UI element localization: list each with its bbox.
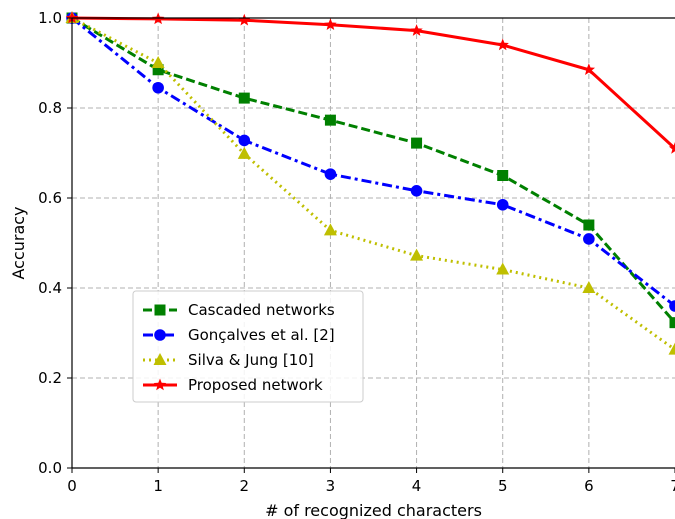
data-point — [496, 198, 509, 211]
data-point — [668, 342, 675, 355]
x-tick-label: 2 — [240, 477, 250, 495]
legend-marker — [153, 353, 167, 365]
x-axis-title: # of recognized characters — [265, 501, 482, 519]
series-4 — [65, 11, 675, 154]
data-point — [237, 146, 251, 159]
axes-layer: 0 1 2 3 4 5 6 7 0.0 0.2 0.4 0.6 0.8 1.0 — [38, 9, 675, 495]
y-tick-label: 0.6 — [38, 189, 62, 207]
y-axis-title: Accuracy — [9, 206, 28, 279]
legend-marker — [154, 304, 166, 316]
data-point — [669, 317, 675, 329]
y-tick-label: 0.2 — [38, 369, 62, 387]
legend-label: Proposed network — [188, 376, 323, 394]
data-point — [324, 18, 337, 31]
data-point — [411, 137, 423, 149]
x-tick-label: 5 — [498, 477, 508, 495]
data-point — [238, 13, 251, 26]
data-point — [497, 170, 509, 181]
data-point — [583, 233, 595, 245]
data-point — [323, 223, 337, 236]
x-tick-label: 4 — [412, 477, 422, 495]
legend-label: Silva & Jung [10] — [188, 351, 314, 369]
data-point — [582, 63, 596, 76]
series-3 — [65, 11, 675, 355]
data-point — [152, 64, 164, 76]
data-point — [410, 185, 423, 197]
data-point — [324, 168, 337, 180]
series-line — [71, 16, 675, 324]
series-line — [71, 16, 675, 150]
data-point — [151, 56, 165, 68]
y-tick-label: 0.0 — [38, 459, 62, 477]
x-tick-label: 3 — [326, 477, 336, 495]
data-point — [583, 219, 595, 231]
data-point — [65, 11, 79, 24]
data-point — [496, 38, 509, 51]
data-point — [496, 262, 510, 275]
data-point — [668, 142, 675, 154]
x-tick-label: 6 — [584, 477, 594, 495]
data-point — [238, 92, 250, 104]
y-tick-label: 1.0 — [38, 9, 62, 27]
data-point — [324, 114, 336, 126]
series-line — [71, 16, 675, 308]
data-point — [238, 134, 251, 147]
data-point — [410, 24, 423, 36]
x-tick-label: 7 — [670, 477, 675, 495]
y-tick-label: 0.4 — [38, 279, 62, 297]
legend-marker — [153, 378, 167, 391]
legend: Cascaded networks Gonçalves et al. [2] Sil… — [132, 290, 364, 403]
y-tick-label: 0.8 — [38, 99, 62, 117]
x-tick-label: 0 — [67, 477, 77, 495]
series-line — [71, 16, 675, 351]
x-tick-label: 1 — [153, 477, 163, 495]
legend-marker — [154, 329, 166, 341]
data-point — [152, 81, 164, 94]
data-point — [410, 248, 424, 261]
series-layer — [65, 11, 675, 355]
legend-box — [132, 290, 364, 403]
legend-label: Cascaded networks — [188, 301, 335, 319]
series-2 — [66, 12, 675, 312]
legend-label: Gonçalves et al. [2] — [188, 326, 335, 344]
data-point — [582, 281, 596, 293]
data-point — [669, 300, 675, 312]
